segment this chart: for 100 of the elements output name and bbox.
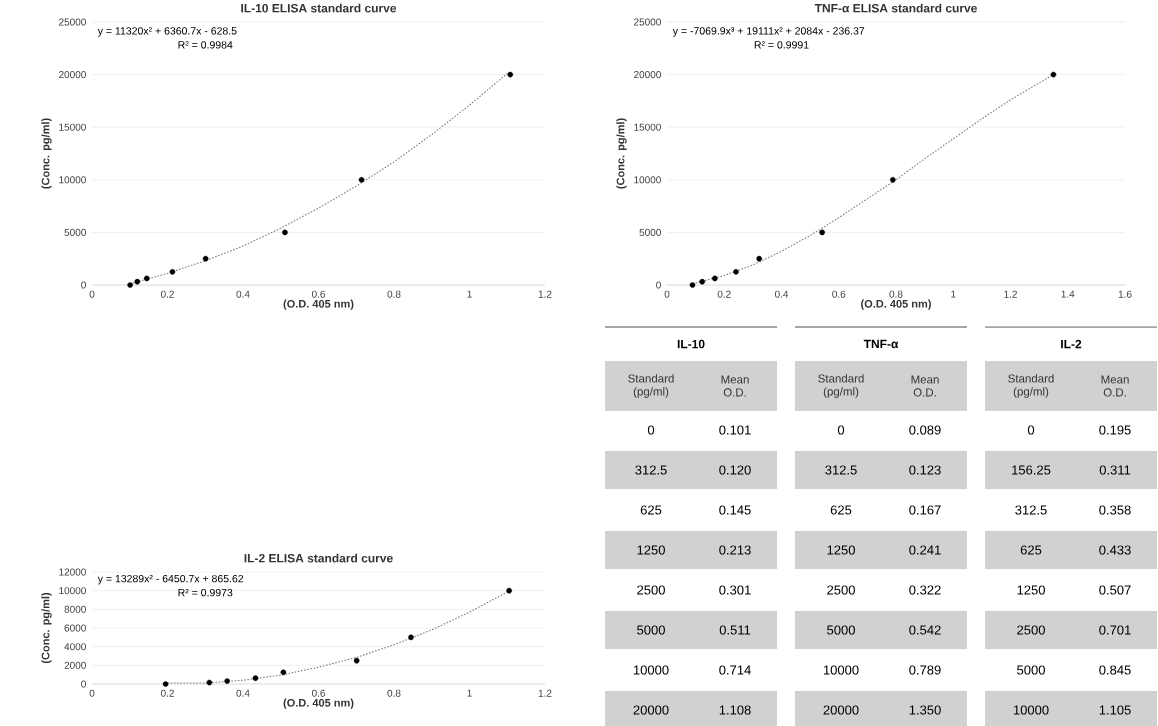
data-label: 0.213 bbox=[719, 545, 751, 555]
point bbox=[890, 177, 896, 183]
annotation: y = 13289x² - 6450.7x + 865.62 bbox=[97, 574, 244, 585]
y-tick-label: 10000 bbox=[59, 587, 86, 595]
y-axis-title: (Conc. pg/ml) bbox=[41, 592, 52, 664]
category-label: 312.5 bbox=[635, 465, 667, 475]
point bbox=[353, 657, 360, 664]
x-tick-label: 0.8 bbox=[889, 290, 903, 298]
point bbox=[507, 71, 514, 78]
text: Mean O.D. bbox=[911, 375, 939, 397]
point bbox=[506, 587, 512, 594]
x-tick-label: 0.2 bbox=[717, 290, 731, 298]
data-label: 0.845 bbox=[1099, 665, 1131, 675]
x-axis-title: (O.D. 405 nm) bbox=[861, 299, 931, 310]
data-label: 0.120 bbox=[719, 465, 751, 475]
x-tick-label: 1.2 bbox=[538, 689, 552, 697]
y-tick-label: 2000 bbox=[64, 661, 86, 669]
x-tick-label: 0 bbox=[89, 689, 95, 697]
category-label: 312.5 bbox=[1015, 505, 1047, 515]
point bbox=[733, 269, 739, 275]
x-tick-label: 0 bbox=[89, 290, 95, 298]
point bbox=[282, 229, 288, 236]
annotation: R² = 0.9973 bbox=[178, 588, 233, 597]
data-label: 1.108 bbox=[719, 705, 751, 715]
text: TNF-α bbox=[863, 339, 899, 349]
point bbox=[202, 255, 209, 262]
point bbox=[134, 278, 141, 285]
y-tick-label: 0 bbox=[81, 680, 86, 688]
x-tick-label: 1 bbox=[467, 689, 472, 697]
text: Mean O.D. bbox=[721, 375, 749, 397]
x-tick-label: 1.4 bbox=[1061, 290, 1075, 298]
data-label: 1.105 bbox=[1099, 705, 1131, 715]
category-label: 625 bbox=[1020, 545, 1042, 555]
x-tick-label: 0.2 bbox=[160, 290, 174, 298]
data-label: 0.311 bbox=[1099, 465, 1131, 475]
x-tick-label: 0.4 bbox=[236, 689, 250, 697]
data-label: 0.123 bbox=[909, 465, 941, 475]
y-tick-label: 0 bbox=[656, 281, 661, 289]
point bbox=[756, 255, 762, 262]
y-axis-title: (Conc. pg/ml) bbox=[616, 118, 627, 189]
point bbox=[408, 634, 414, 641]
category-label: 1250 bbox=[1017, 585, 1045, 595]
category-label: 312.5 bbox=[825, 465, 857, 475]
annotation: R² = 0.9991 bbox=[754, 41, 809, 49]
category-label: 2500 bbox=[1017, 625, 1045, 635]
point bbox=[169, 269, 176, 275]
point bbox=[143, 275, 150, 282]
text: Standard (pg/ml) bbox=[628, 374, 674, 398]
point bbox=[689, 282, 696, 288]
data-label: 0.433 bbox=[1099, 545, 1131, 555]
point bbox=[699, 278, 706, 285]
x-tick-label: 0.8 bbox=[387, 689, 401, 697]
x-tick-label: 0.4 bbox=[236, 290, 250, 298]
data-label: 1.350 bbox=[909, 705, 941, 715]
y-tick-label: 5000 bbox=[64, 228, 86, 236]
x-tick-label: 0.2 bbox=[160, 689, 174, 697]
x-axis-title: (O.D. 405 nm) bbox=[283, 299, 354, 310]
data-label: 0.714 bbox=[719, 665, 751, 675]
text: Standard (pg/ml) bbox=[818, 374, 864, 398]
category-label: 156.25 bbox=[1012, 465, 1051, 475]
category-label: 20000 bbox=[823, 705, 859, 715]
category-label: 0 bbox=[1027, 425, 1035, 435]
data-label: 0.542 bbox=[909, 625, 941, 635]
data-label: 0.145 bbox=[719, 505, 751, 515]
category-label: 625 bbox=[830, 505, 852, 515]
point bbox=[1050, 71, 1057, 78]
point bbox=[162, 681, 169, 687]
annotation: y = -7069.9x³ + 19111x² + 2084x - 236.37 bbox=[672, 27, 865, 37]
point bbox=[252, 675, 259, 681]
y-tick-label: 15000 bbox=[59, 123, 86, 131]
data-label: 0.241 bbox=[909, 545, 941, 555]
data-label: 0.195 bbox=[1099, 425, 1131, 435]
category-label: 5000 bbox=[827, 625, 855, 635]
x-tick-label: 1.2 bbox=[1004, 290, 1017, 298]
chart-title: IL-10 ELISA standard curve bbox=[241, 3, 397, 13]
y-tick-label: 4000 bbox=[64, 643, 86, 651]
data-label: 0.789 bbox=[909, 665, 941, 675]
point bbox=[280, 669, 287, 676]
x-tick-label: 0.6 bbox=[832, 290, 846, 298]
data-label: 0.101 bbox=[719, 425, 751, 435]
y-tick-label: 0 bbox=[81, 281, 86, 289]
point bbox=[224, 678, 230, 684]
data-label: 0.507 bbox=[1099, 585, 1131, 595]
data-label: 0.089 bbox=[909, 425, 941, 435]
annotation: R² = 0.9984 bbox=[178, 41, 233, 49]
y-tick-label: 6000 bbox=[64, 624, 86, 632]
y-tick-label: 15000 bbox=[634, 123, 661, 131]
point bbox=[358, 177, 365, 183]
data-label: 0.701 bbox=[1099, 625, 1131, 635]
x-tick-label: 1.2 bbox=[538, 290, 552, 298]
y-tick-label: 12000 bbox=[59, 568, 86, 576]
x-tick-label: 0 bbox=[664, 290, 670, 298]
x-axis-title: (O.D. 405 nm) bbox=[283, 698, 354, 709]
data-label: 0.358 bbox=[1099, 505, 1131, 515]
data-label: 0.167 bbox=[909, 505, 941, 515]
y-tick-label: 20000 bbox=[59, 71, 86, 79]
y-tick-label: 10000 bbox=[59, 176, 86, 184]
data-label: 0.511 bbox=[719, 625, 751, 635]
chart-title: IL-2 ELISA standard curve bbox=[244, 553, 393, 563]
point bbox=[712, 275, 718, 282]
